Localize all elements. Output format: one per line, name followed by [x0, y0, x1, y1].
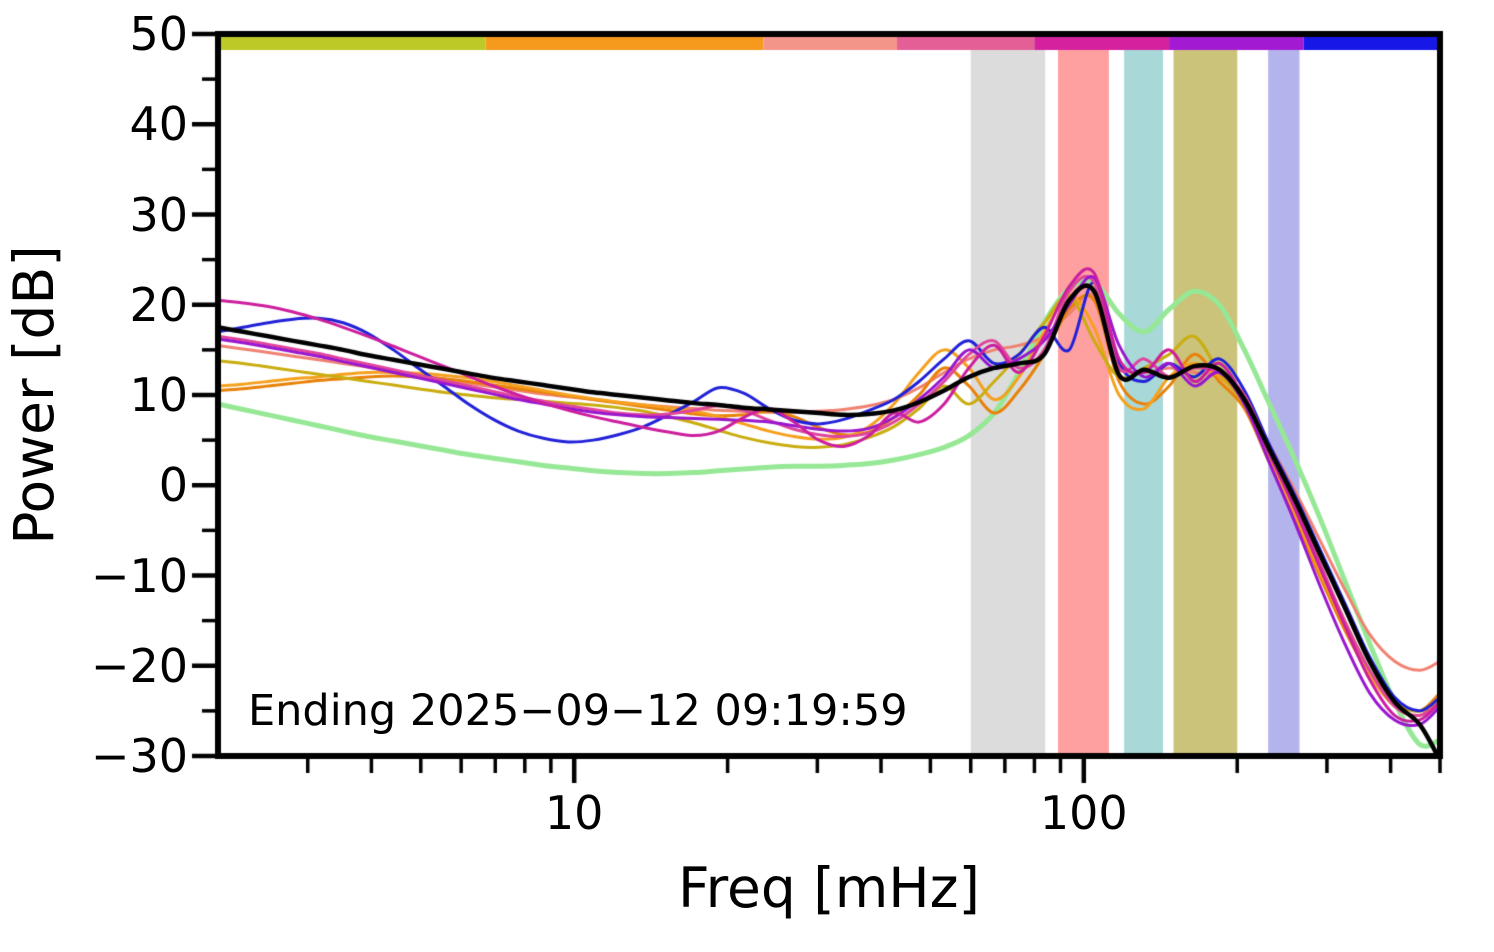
x-tick-label: 100 [1039, 786, 1128, 840]
y-tick-label: 20 [129, 277, 188, 332]
y-tick-label: 40 [129, 97, 188, 152]
y-tick-label: 0 [158, 458, 188, 513]
y-tick-label: 10 [129, 368, 188, 422]
y-axis-title: Power [dB] [2, 245, 66, 545]
y-tick-label: 50 [129, 7, 188, 61]
x-tick-label: 10 [544, 786, 604, 840]
y-tick-label: −30 [90, 729, 188, 783]
y-tick-label: −10 [90, 548, 188, 603]
ending-time-annotation: Ending 2025−09−12 09:19:59 [248, 686, 908, 736]
y-axis-tick-labels: 50 40 30 20 10 0 −10 −20 −30 [0, 0, 188, 952]
y-tick-label: 30 [129, 187, 188, 242]
y-tick-label: −20 [90, 638, 188, 693]
x-axis-tick-labels: 10 100 [0, 786, 1494, 846]
x-axis-title: Freq [mHz] [678, 856, 980, 920]
